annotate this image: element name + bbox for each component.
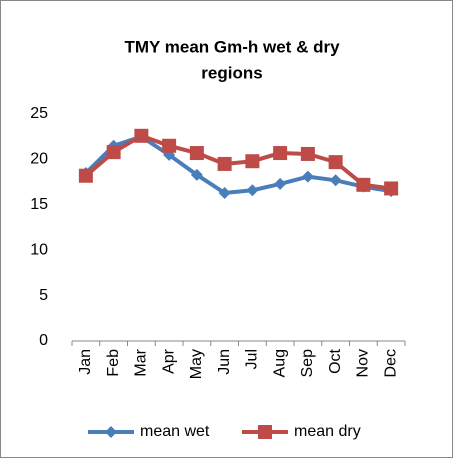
- data-point: [134, 128, 149, 143]
- x-tick-label: Dec: [382, 349, 399, 377]
- legend-marker: [105, 426, 117, 438]
- data-point: [300, 146, 315, 161]
- data-point: [273, 146, 288, 161]
- data-point: [274, 177, 287, 190]
- x-tick-label: Jan: [77, 349, 94, 375]
- data-point: [162, 138, 177, 153]
- x-tick-label: May: [188, 349, 205, 379]
- x-tick-label: Mar: [133, 348, 150, 376]
- legend-marker: [258, 425, 272, 439]
- y-tick-label: 20: [30, 151, 48, 168]
- data-point: [189, 146, 204, 161]
- data-point: [78, 168, 93, 183]
- x-tick-label: Nov: [355, 349, 372, 377]
- data-point: [217, 156, 232, 171]
- x-tick-label: Sep: [299, 349, 316, 378]
- y-tick-label: 15: [30, 196, 48, 213]
- data-point: [218, 186, 231, 199]
- chart-title: TMY mean Gm-h wet & dry: [124, 37, 340, 56]
- x-tick-label: Jul: [244, 349, 261, 369]
- x-tick-label: Jun: [216, 349, 233, 375]
- data-point: [245, 154, 260, 169]
- data-point: [384, 181, 399, 196]
- data-point: [328, 155, 343, 170]
- y-tick-label: 0: [39, 332, 48, 349]
- data-point: [356, 177, 371, 192]
- data-point: [329, 174, 342, 187]
- data-point: [246, 184, 259, 197]
- data-point: [190, 168, 203, 181]
- data-point: [106, 145, 121, 160]
- legend-label: mean dry: [294, 423, 361, 440]
- y-tick-label: 25: [30, 105, 48, 122]
- x-tick-label: Feb: [105, 349, 122, 377]
- x-tick-label: Apr: [160, 348, 177, 374]
- data-point: [301, 170, 314, 183]
- x-tick-label: Aug: [271, 349, 288, 377]
- chart-title: regions: [201, 63, 262, 82]
- y-tick-label: 10: [30, 241, 48, 258]
- legend-label: mean wet: [140, 423, 210, 440]
- x-tick-label: Oct: [327, 348, 344, 373]
- y-tick-label: 5: [39, 287, 48, 304]
